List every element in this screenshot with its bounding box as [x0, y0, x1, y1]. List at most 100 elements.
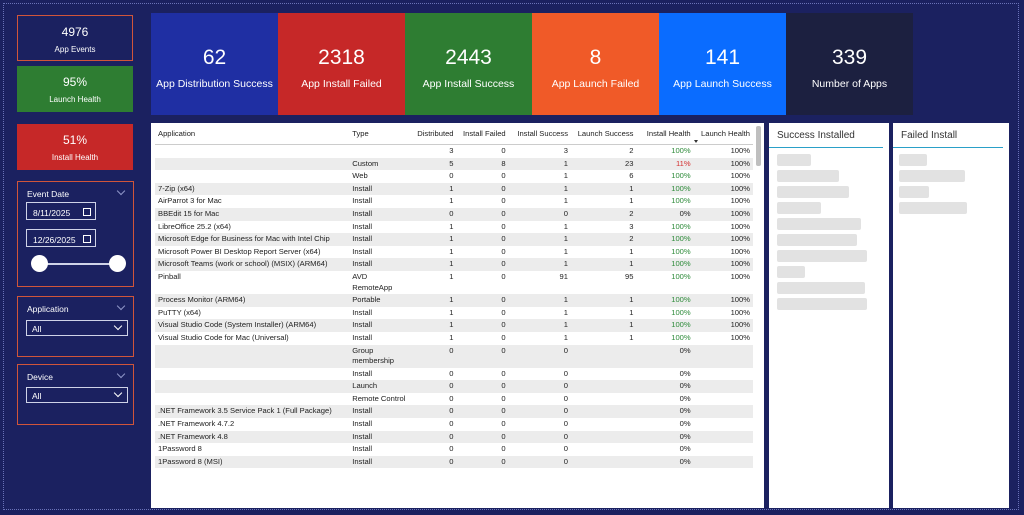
table-cell: 1 — [508, 182, 571, 196]
table-cell: Install — [352, 221, 373, 231]
table-cell: Group membership — [349, 344, 409, 368]
kpi-card: 62 App Distribution Success — [151, 13, 278, 115]
table-cell: 1 — [629, 246, 634, 256]
table-cell: Install — [352, 368, 373, 378]
table-cell: Custom — [349, 157, 409, 171]
table-cell: 100% — [636, 258, 694, 271]
date-input[interactable]: 8/11/2025 — [26, 202, 96, 220]
sort-indicator[interactable] — [694, 140, 698, 143]
table-cell: 1 — [449, 196, 454, 206]
table-row: PuTTY (x64) Install 1 0 1 1 100% 100% — [155, 307, 753, 320]
redacted-item — [777, 202, 821, 214]
table-cell: 0 — [508, 430, 571, 444]
table-cell: 0% — [679, 419, 691, 429]
column-header[interactable]: Launch Health — [693, 123, 753, 145]
table-cell — [349, 145, 408, 158]
table-cell: 100% — [671, 196, 691, 206]
summary-card: 51% Install Health — [17, 124, 133, 170]
table-cell: 0 — [456, 430, 509, 444]
table-cell: 1 — [449, 271, 454, 281]
dropdown[interactable]: All — [26, 387, 128, 403]
table-cell: 100% — [636, 233, 694, 246]
column-header[interactable]: Distributed — [408, 123, 457, 145]
table-cell — [571, 405, 637, 419]
table-cell — [694, 368, 753, 381]
slider-handle[interactable] — [109, 255, 126, 272]
filter-title: Application — [27, 304, 69, 314]
redacted-item — [899, 170, 965, 182]
table-cell: 0 — [408, 207, 457, 221]
table-cell: 0 — [501, 221, 506, 231]
table-cell: 0 — [449, 171, 454, 181]
table-cell: Install — [352, 419, 373, 429]
scrollbar[interactable] — [756, 126, 761, 166]
table-row: 3 0 3 2 100% 100% — [155, 145, 753, 158]
table-cell: 0 — [563, 444, 568, 454]
table-row: LibreOffice 25.2 (x64) Install 1 0 1 3 100% 100… — [155, 221, 753, 234]
table-cell: 100% — [730, 221, 750, 231]
collapse-icon[interactable] — [116, 301, 126, 311]
table-cell: Launch — [349, 380, 409, 393]
column-header[interactable]: Install Health — [636, 123, 694, 145]
table-cell: 100% — [671, 221, 691, 231]
table-cell: 0 — [501, 171, 506, 181]
table-cell: 100% — [730, 196, 750, 206]
column-header[interactable]: Type — [349, 123, 409, 145]
table-row: Custom 5 8 1 23 11% 100% — [155, 157, 753, 171]
table-cell — [693, 344, 753, 368]
table-cell: 1 — [629, 196, 634, 206]
table-cell: 0 — [501, 307, 506, 317]
table-cell — [571, 455, 637, 469]
table-cell: 0 — [501, 146, 506, 155]
column-header[interactable]: Application — [155, 123, 350, 145]
table-cell: 0 — [501, 393, 506, 403]
card-value: 51% — [62, 133, 88, 147]
dropdown[interactable]: All — [26, 320, 128, 336]
table-cell: 3 — [563, 146, 568, 155]
table-cell: 0 — [456, 455, 509, 469]
date-input[interactable]: 12/26/2025 — [26, 229, 96, 247]
table-cell — [571, 443, 636, 456]
table-cell: 0 — [501, 196, 506, 206]
table-cell: BBEdit 15 for Mac — [155, 207, 350, 221]
calendar-icon[interactable] — [83, 235, 91, 243]
application-filter: Application All — [17, 296, 134, 357]
card-value: 95% — [62, 75, 88, 89]
table-cell: 100% — [671, 307, 691, 317]
table-row: Remote Control 0 0 0 0% — [155, 393, 753, 406]
table-cell: Process Monitor (ARM64) — [155, 294, 350, 307]
kpi-label: App Launch Failed — [551, 78, 640, 90]
slider-handle[interactable] — [31, 255, 48, 272]
table-cell: 1 — [508, 157, 571, 171]
table-cell: Install — [349, 233, 409, 246]
table-row: 1Password 8 Install 0 0 0 0% — [155, 443, 753, 456]
table-cell: 0 — [449, 444, 454, 454]
column-header[interactable]: Install Success — [508, 123, 571, 145]
table-row: AirParrot 3 for Mac Install 1 0 1 1 100% 100% — [155, 195, 753, 208]
table-cell: 0 — [456, 233, 509, 246]
redacted-item — [777, 154, 811, 166]
collapse-icon[interactable] — [116, 369, 126, 379]
header-row: Application Type Distributed Install Failed… — [155, 123, 753, 145]
collapse-icon[interactable] — [116, 186, 126, 196]
table-cell: 8 — [456, 157, 509, 171]
table-cell: 0 — [408, 455, 457, 469]
table-cell: 100% — [730, 271, 750, 281]
column-header[interactable]: Launch Success — [571, 123, 637, 145]
table-cell: 0 — [408, 344, 457, 368]
redacted-item — [899, 154, 927, 166]
table-cell: Install — [349, 455, 409, 469]
table-cell: 1Password 8 — [158, 444, 202, 454]
kpi-label: Number of Apps — [811, 78, 888, 90]
panel-title: Success Installed — [769, 123, 883, 148]
column-header[interactable]: Install Failed — [456, 123, 509, 145]
table-cell: 0% — [636, 344, 694, 368]
app-table: Application Type Distributed Install Failed… — [151, 123, 764, 508]
table-cell: 1 — [571, 182, 637, 196]
table-cell: 0 — [456, 319, 509, 332]
table-cell: Microsoft Power BI Desktop Report Server… — [158, 246, 321, 256]
calendar-icon[interactable] — [83, 208, 91, 216]
table-cell: 0 — [456, 182, 509, 196]
table-cell: Install — [349, 207, 409, 221]
table-cell: 1 — [449, 332, 454, 342]
